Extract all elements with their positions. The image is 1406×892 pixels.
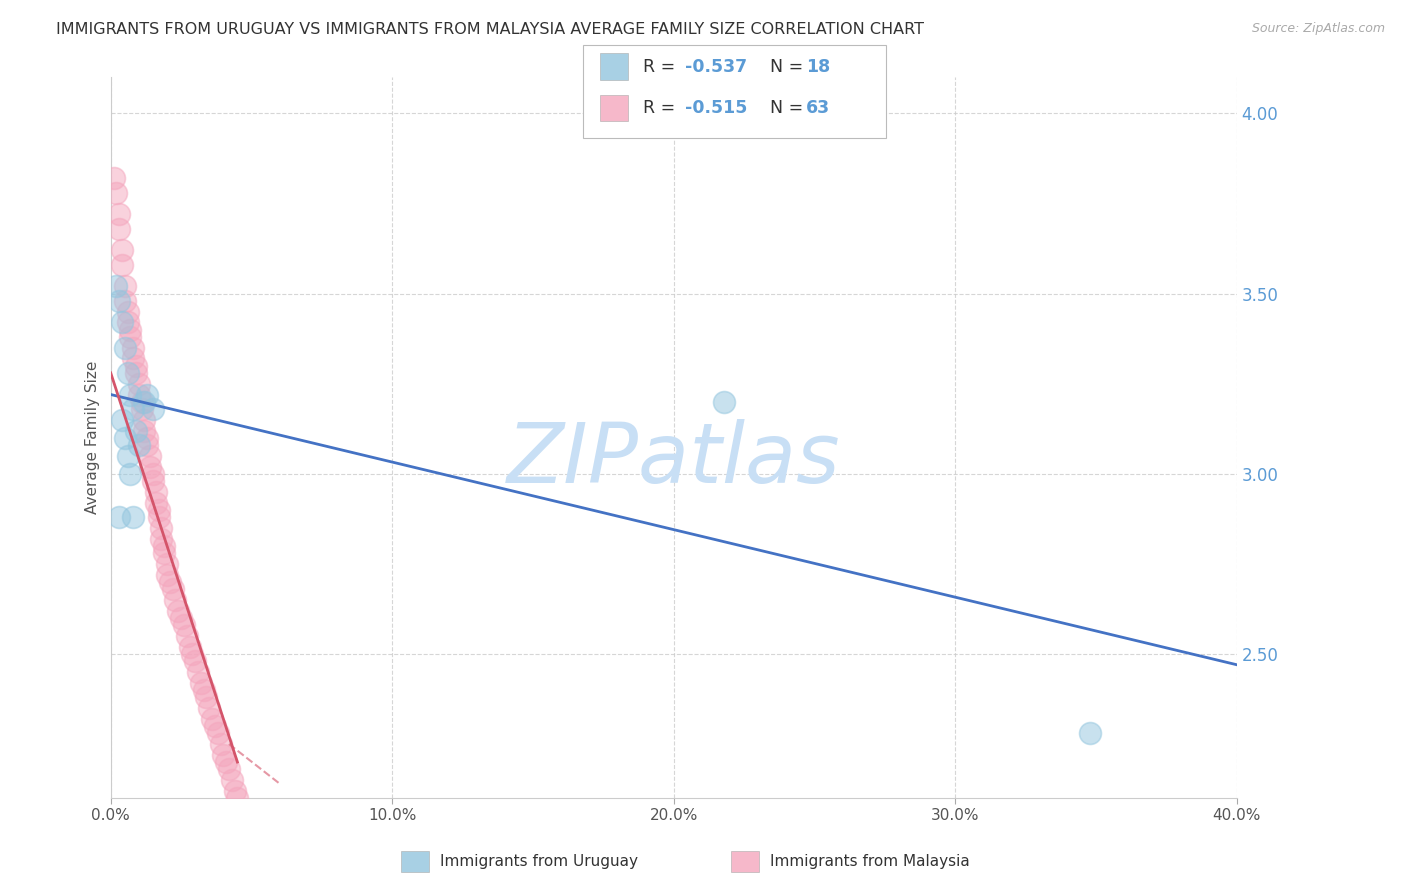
- Point: [117, 366, 139, 380]
- Point: [134, 394, 156, 409]
- Y-axis label: Average Family Size: Average Family Size: [86, 361, 100, 515]
- Point: [131, 394, 153, 409]
- Point: [1080, 726, 1102, 740]
- Text: R =: R =: [643, 99, 681, 117]
- Point: [114, 431, 136, 445]
- Point: [142, 474, 165, 488]
- Point: [114, 341, 136, 355]
- Point: [120, 467, 142, 481]
- Point: [162, 582, 184, 596]
- Point: [139, 459, 162, 474]
- Text: 18: 18: [806, 58, 830, 76]
- Point: [201, 712, 224, 726]
- Point: [139, 449, 162, 463]
- Point: [117, 304, 139, 318]
- Point: [153, 539, 176, 553]
- Text: R =: R =: [643, 58, 681, 76]
- Point: [108, 207, 131, 221]
- Text: ZIPatlas: ZIPatlas: [508, 419, 841, 500]
- Point: [204, 719, 226, 733]
- Text: Immigrants from Malaysia: Immigrants from Malaysia: [770, 855, 970, 869]
- Point: [111, 244, 134, 258]
- Point: [134, 413, 156, 427]
- Point: [150, 521, 173, 535]
- Point: [122, 351, 145, 366]
- Point: [134, 424, 156, 438]
- Point: [209, 737, 232, 751]
- Point: [136, 431, 159, 445]
- Point: [103, 171, 125, 186]
- Point: [120, 323, 142, 337]
- Point: [105, 186, 128, 200]
- Text: Source: ZipAtlas.com: Source: ZipAtlas.com: [1251, 22, 1385, 36]
- Point: [120, 387, 142, 401]
- Point: [125, 366, 148, 380]
- Point: [122, 341, 145, 355]
- Point: [156, 567, 179, 582]
- Point: [187, 665, 209, 679]
- Point: [105, 279, 128, 293]
- Point: [148, 510, 170, 524]
- Point: [159, 574, 181, 589]
- Point: [108, 293, 131, 308]
- Point: [136, 438, 159, 452]
- Point: [125, 359, 148, 373]
- Point: [193, 683, 215, 698]
- Point: [122, 401, 145, 416]
- Point: [131, 401, 153, 416]
- Point: [713, 394, 735, 409]
- Point: [190, 675, 212, 690]
- Text: Immigrants from Uruguay: Immigrants from Uruguay: [440, 855, 638, 869]
- Point: [120, 330, 142, 344]
- Point: [128, 387, 150, 401]
- Point: [114, 293, 136, 308]
- Point: [117, 449, 139, 463]
- Point: [181, 647, 204, 661]
- Point: [215, 755, 238, 769]
- Point: [117, 315, 139, 329]
- Point: [207, 726, 229, 740]
- Point: [128, 376, 150, 391]
- Point: [128, 438, 150, 452]
- Text: -0.515: -0.515: [685, 99, 747, 117]
- Point: [125, 424, 148, 438]
- Point: [176, 629, 198, 643]
- Point: [212, 747, 235, 762]
- Point: [136, 387, 159, 401]
- Text: -0.537: -0.537: [685, 58, 747, 76]
- Point: [165, 593, 187, 607]
- Point: [108, 221, 131, 235]
- Point: [153, 546, 176, 560]
- Point: [111, 315, 134, 329]
- Point: [195, 690, 218, 705]
- Point: [184, 654, 207, 668]
- Point: [218, 762, 240, 776]
- Point: [167, 604, 190, 618]
- Text: N =: N =: [759, 99, 808, 117]
- Text: IMMIGRANTS FROM URUGUAY VS IMMIGRANTS FROM MALAYSIA AVERAGE FAMILY SIZE CORRELAT: IMMIGRANTS FROM URUGUAY VS IMMIGRANTS FR…: [56, 22, 924, 37]
- Point: [221, 772, 243, 787]
- Text: 63: 63: [806, 99, 830, 117]
- Point: [145, 484, 167, 499]
- Point: [111, 413, 134, 427]
- Point: [150, 532, 173, 546]
- Point: [108, 510, 131, 524]
- Point: [224, 784, 246, 798]
- Point: [122, 510, 145, 524]
- Point: [156, 557, 179, 571]
- Point: [111, 258, 134, 272]
- Point: [179, 640, 201, 654]
- Point: [173, 618, 195, 632]
- Point: [145, 495, 167, 509]
- Point: [142, 401, 165, 416]
- Point: [226, 791, 249, 805]
- Point: [198, 701, 221, 715]
- Point: [148, 503, 170, 517]
- Point: [142, 467, 165, 481]
- Point: [114, 279, 136, 293]
- Text: N =: N =: [759, 58, 808, 76]
- Point: [170, 611, 193, 625]
